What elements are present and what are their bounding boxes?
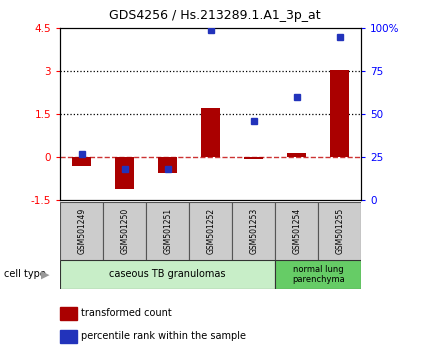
Bar [232,202,275,260]
Bar [189,202,232,260]
Bar [60,202,103,260]
Bar [103,202,146,260]
Text: caseous TB granulomas: caseous TB granulomas [110,269,226,279]
Text: GSM501254: GSM501254 [292,208,301,254]
Text: transformed count: transformed count [81,308,172,318]
Bar [60,307,77,320]
Bar [60,330,77,343]
Text: GSM501251: GSM501251 [163,208,172,254]
Text: GDS4256 / Hs.213289.1.A1_3p_at: GDS4256 / Hs.213289.1.A1_3p_at [109,9,321,22]
Bar [158,157,177,173]
Bar [60,260,275,289]
Text: GSM501249: GSM501249 [77,208,86,254]
Bar [244,157,263,159]
Bar [275,202,318,260]
Text: cell type: cell type [4,269,46,279]
Text: normal lung
parenchyma: normal lung parenchyma [292,265,344,284]
Bar [115,157,134,189]
Text: GSM501253: GSM501253 [249,208,258,254]
Bar [330,70,350,157]
Bar [72,157,91,166]
Bar [287,153,307,157]
Text: GSM501255: GSM501255 [335,208,344,254]
Bar [146,202,189,260]
Bar [318,202,361,260]
Text: GSM501252: GSM501252 [206,208,215,254]
Text: GSM501250: GSM501250 [120,208,129,254]
Bar [275,260,361,289]
Bar [201,108,220,157]
Text: percentile rank within the sample: percentile rank within the sample [81,331,246,341]
Text: ▶: ▶ [41,269,49,279]
